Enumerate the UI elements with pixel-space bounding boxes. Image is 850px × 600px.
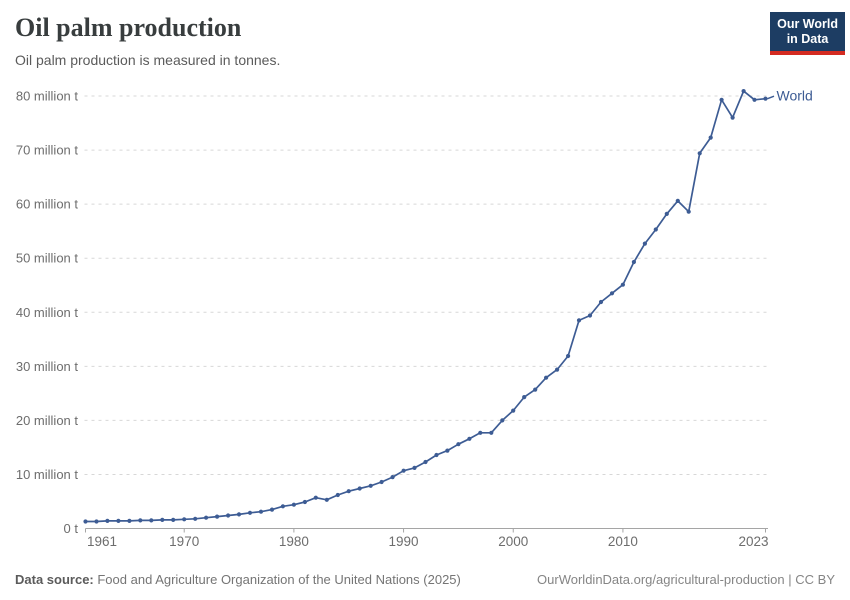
data-point [719, 97, 724, 102]
data-point [226, 513, 231, 518]
data-point [555, 367, 560, 372]
license-link[interactable]: CC BY [795, 572, 835, 587]
data-point [631, 259, 637, 265]
data-source: Data source: Food and Agriculture Organi… [15, 572, 461, 587]
data-point [313, 495, 318, 500]
data-point [620, 282, 626, 287]
data-source-text: Food and Agriculture Organization of the… [93, 572, 461, 587]
data-point [642, 241, 648, 246]
data-point [171, 517, 176, 523]
data-point [324, 497, 329, 502]
page-title: Oil palm production [15, 13, 242, 42]
data-point [434, 452, 439, 458]
data-point [752, 97, 757, 102]
series-label-world[interactable]: World [777, 88, 813, 104]
data-point [94, 519, 99, 524]
data-point [511, 408, 516, 413]
y-axis-label: 60 million t [16, 197, 79, 212]
y-axis-label: 10 million t [16, 467, 79, 482]
data-point [335, 492, 340, 498]
data-point [456, 442, 461, 447]
y-axis-label: 70 million t [16, 143, 79, 158]
data-point [500, 418, 505, 423]
data-point [105, 518, 110, 524]
series-line-world [84, 90, 767, 523]
data-point [730, 115, 735, 120]
chart-header: Oil palm production Oil palm production … [15, 13, 281, 68]
data-point [566, 353, 571, 359]
data-point [83, 519, 88, 524]
attribution: OurWorldinData.org/agricultural-producti… [537, 572, 835, 587]
data-point [182, 517, 187, 522]
chart-footer: Data source: Food and Agriculture Organi… [15, 572, 835, 587]
y-axis-label: 0 t [64, 521, 79, 536]
owid-logo-line2: in Data [786, 32, 829, 47]
owid-logo-line1: Our World [777, 17, 838, 31]
data-point [598, 299, 604, 305]
chart-subtitle: Oil palm production is measured in tonne… [15, 51, 281, 68]
data-point [489, 430, 494, 435]
x-axis-label: 1970 [169, 534, 199, 549]
attribution-separator: | [784, 572, 796, 587]
data-point [423, 459, 428, 465]
data-point [763, 96, 768, 101]
data-point [269, 507, 275, 512]
data-point [445, 448, 450, 453]
data-point [390, 475, 395, 480]
data-point [467, 436, 472, 441]
data-point [149, 518, 154, 523]
x-axis-label: 1990 [389, 534, 419, 549]
y-axis-label: 30 million t [16, 359, 79, 374]
data-point [587, 313, 593, 318]
y-axis-label: 20 million t [16, 413, 79, 428]
owid-url-link[interactable]: OurWorldinData.org/agricultural-producti… [537, 572, 785, 587]
data-point [127, 518, 132, 524]
data-point [708, 135, 713, 140]
data-source-label: Data source: [15, 572, 94, 587]
x-axis-label: 1980 [279, 534, 309, 549]
data-point [357, 486, 362, 491]
data-point [291, 502, 296, 507]
x-axis-label: 2010 [608, 534, 638, 549]
data-point [236, 512, 242, 517]
data-point [138, 518, 143, 523]
data-point [280, 504, 285, 509]
data-point [664, 211, 669, 216]
data-point [160, 517, 165, 523]
data-point [116, 518, 121, 524]
data-point [675, 198, 680, 203]
x-axis-label: 1961 [87, 534, 117, 549]
data-point [368, 483, 373, 488]
data-point [686, 209, 691, 214]
data-point [379, 479, 384, 485]
data-point [401, 468, 406, 473]
data-point [522, 395, 527, 400]
data-point [412, 465, 417, 470]
owid-logo[interactable]: Our World in Data [770, 12, 845, 55]
y-axis-label: 50 million t [16, 251, 79, 266]
x-axis-label: 2023 [738, 534, 768, 549]
y-axis-label: 80 million t [16, 89, 79, 104]
data-point [204, 515, 209, 520]
data-point [302, 499, 307, 505]
data-point [258, 509, 264, 514]
series-label-connector [767, 95, 775, 100]
data-point [193, 516, 198, 521]
data-point [576, 318, 582, 323]
data-point [609, 291, 615, 296]
data-point [346, 489, 351, 494]
data-point [653, 227, 658, 232]
data-point [247, 510, 253, 515]
data-point [544, 375, 549, 380]
data-point [741, 89, 746, 94]
y-axis-label: 40 million t [16, 305, 79, 320]
x-axis-label: 2000 [498, 534, 528, 549]
data-point [215, 514, 220, 519]
data-point [478, 430, 483, 435]
data-point [697, 151, 702, 156]
data-point [533, 387, 538, 392]
